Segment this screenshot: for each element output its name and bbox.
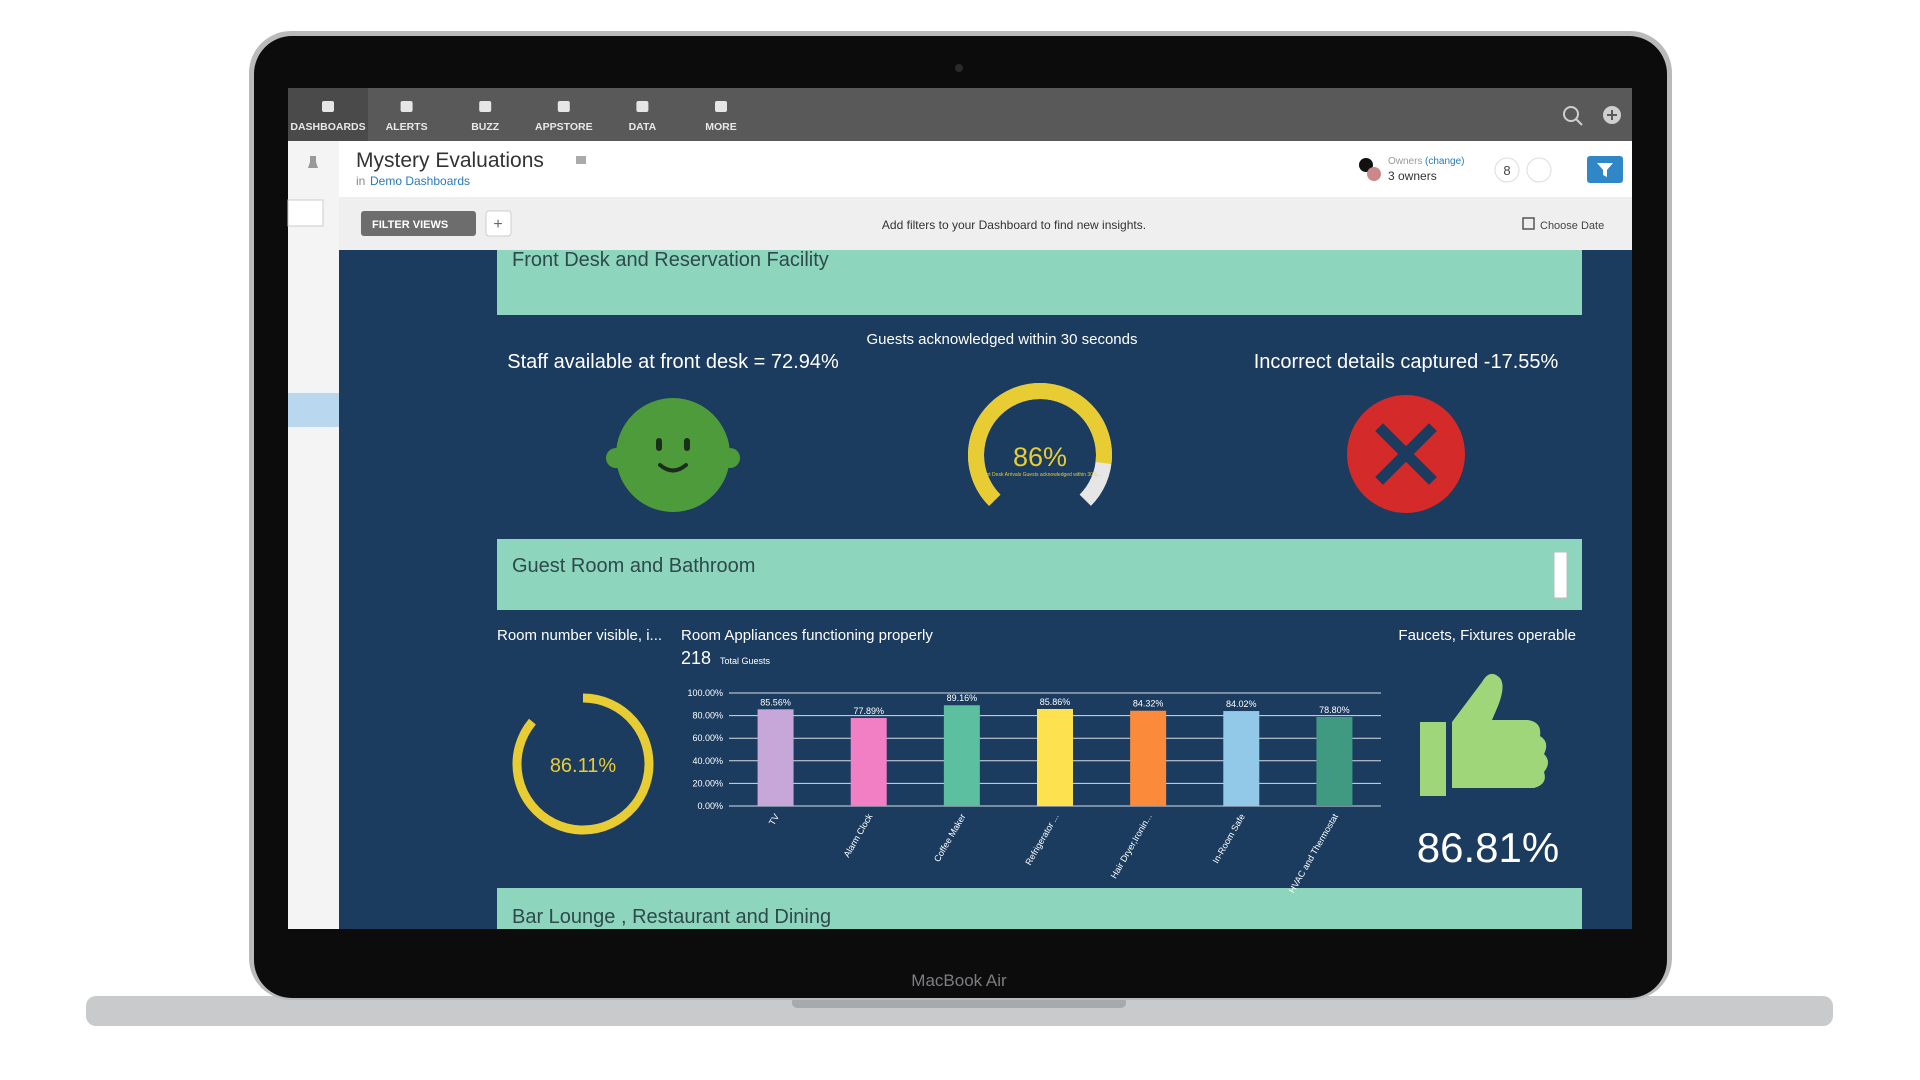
location-link[interactable]: Demo Dashboards xyxy=(370,174,470,188)
gauge-label: 86% xyxy=(1013,442,1067,472)
filter-bar xyxy=(339,197,1632,250)
pin-icon[interactable] xyxy=(308,156,318,168)
nav-label[interactable]: DASHBOARDS xyxy=(290,121,365,133)
section-title: Guest Room and Bathroom xyxy=(512,555,755,577)
section-header xyxy=(497,250,1582,315)
nav: DASHBOARDS ALERTS BUZZ APPSTORE DATA MORE xyxy=(290,101,737,133)
y-tick-label: 20.00% xyxy=(692,778,723,788)
gauge-value xyxy=(968,383,1112,506)
gauge-caption: Front Desk Arrivals Guests acknowledged … xyxy=(979,472,1101,478)
widget-title: Room Appliances functioning properly xyxy=(681,627,933,644)
value-label: 77.89% xyxy=(853,706,884,716)
nav-icon[interactable] xyxy=(557,101,570,112)
owners-change[interactable]: (change) xyxy=(1425,156,1464,167)
add-plus xyxy=(1607,110,1617,120)
nav-icon[interactable] xyxy=(479,101,492,112)
calendar-icon[interactable] xyxy=(1522,217,1535,230)
bar xyxy=(1223,711,1260,806)
nav-bar xyxy=(288,88,1632,141)
sidebar-input xyxy=(287,199,324,227)
nav-active xyxy=(288,88,368,141)
nav-icon[interactable] xyxy=(322,101,334,112)
nav-icon[interactable] xyxy=(400,101,413,112)
y-tick-label: 60.00% xyxy=(692,733,723,743)
donut-label: 86.11% xyxy=(550,755,617,777)
sidebar xyxy=(288,141,339,929)
widget-title: Faucets, Fixtures operable xyxy=(1398,627,1576,644)
value-label: 78.80% xyxy=(1319,705,1350,715)
widget-title: Guests acknowledged within 30 seconds xyxy=(867,331,1138,348)
value-label: 84.02% xyxy=(1226,699,1257,709)
nav-label[interactable]: MORE xyxy=(705,121,737,133)
bar xyxy=(1130,710,1167,806)
add-filter-label: + xyxy=(493,216,502,233)
count-value: 8 xyxy=(1503,163,1510,178)
add-user[interactable] xyxy=(1526,157,1552,183)
owners-count: 3 owners xyxy=(1388,169,1437,183)
section-title: Front Desk and Reservation Facility xyxy=(512,249,829,271)
dashboard-content: Front Desk and Reservation Facility Guest… xyxy=(497,249,1582,929)
bar xyxy=(757,709,794,806)
section-header xyxy=(497,888,1582,929)
bar xyxy=(1316,716,1353,806)
bar xyxy=(850,717,887,806)
thumb-icon xyxy=(1420,673,1548,796)
scrollbar xyxy=(1553,551,1568,599)
sidebar-selected xyxy=(288,393,339,427)
location-prefix: in xyxy=(356,174,365,188)
smiley-eye xyxy=(684,438,690,451)
widget-title: Staff available at front desk = 72.94% xyxy=(507,351,839,373)
total-value: 218 xyxy=(681,648,711,668)
search-handle xyxy=(1575,118,1583,126)
filter-views-button[interactable] xyxy=(361,211,476,236)
choose-date[interactable]: Choose Date xyxy=(1540,220,1604,232)
value-label: 89.16% xyxy=(947,693,978,703)
widget-title: Room number visible, i... xyxy=(497,627,662,644)
section-header xyxy=(497,539,1582,610)
value-label: 84.32% xyxy=(1133,699,1164,709)
error-cross xyxy=(1375,423,1437,485)
camera xyxy=(955,64,963,72)
smiley xyxy=(616,398,730,512)
smiley-ear xyxy=(606,448,626,468)
add-filter-button[interactable] xyxy=(485,210,512,237)
owner-avatar xyxy=(1359,158,1373,172)
smiley-ear xyxy=(720,448,740,468)
lock-icon[interactable] xyxy=(576,156,586,164)
value-label: 85.56% xyxy=(760,697,791,707)
dashboard-title: Mystery Evaluations xyxy=(356,149,544,172)
filter-icon xyxy=(1597,163,1613,177)
section-title: Bar Lounge , Restaurant and Dining xyxy=(512,906,831,928)
owner-avatar xyxy=(1367,167,1381,181)
widget-title: Incorrect details captured -17.55% xyxy=(1254,351,1559,373)
smiley-mouth xyxy=(658,463,688,473)
device-label: MacBook Air xyxy=(911,971,1007,990)
search-icon[interactable] xyxy=(1563,106,1579,122)
smiley-eye xyxy=(656,438,662,451)
nav-icon[interactable] xyxy=(636,101,649,112)
laptop-base xyxy=(86,996,1833,1026)
filter-views-label: FILTER VIEWS xyxy=(372,219,448,231)
filter-hint: Add filters to your Dashboard to find ne… xyxy=(882,218,1146,232)
x-tick-label: TV xyxy=(767,812,781,827)
nav-label[interactable]: ALERTS xyxy=(386,121,428,133)
y-tick-label: 100.00% xyxy=(687,688,723,698)
nav-label[interactable]: DATA xyxy=(629,121,657,133)
donut-value xyxy=(512,693,654,835)
nav-icon[interactable] xyxy=(715,101,727,112)
nav-label[interactable]: APPSTORE xyxy=(535,121,593,133)
bar xyxy=(1037,708,1073,806)
y-tick-label: 0.00% xyxy=(697,801,723,811)
owners-label: Owners xyxy=(1388,156,1422,167)
count-badge[interactable] xyxy=(1494,157,1520,183)
bar xyxy=(943,705,980,806)
y-tick-label: 40.00% xyxy=(692,756,723,766)
header xyxy=(339,141,1632,197)
nav-label[interactable]: BUZZ xyxy=(471,121,500,133)
kpi-value: 86.81% xyxy=(1417,824,1559,871)
total-label: Total Guests xyxy=(720,656,771,666)
y-tick-label: 80.00% xyxy=(692,711,723,721)
value-label: 85.86% xyxy=(1040,697,1071,707)
